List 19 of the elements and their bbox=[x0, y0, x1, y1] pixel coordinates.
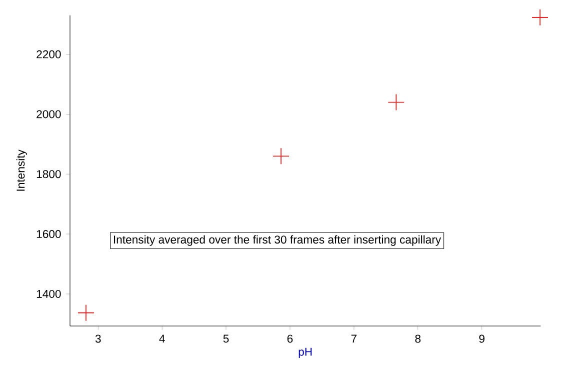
y-axis-title: Intensity bbox=[16, 150, 27, 191]
x-tick-label: 9 bbox=[479, 334, 484, 343]
x-tick-label: 5 bbox=[223, 334, 229, 343]
x-tick-label: 3 bbox=[95, 334, 101, 343]
point bbox=[532, 9, 548, 26]
x-tick-label: 4 bbox=[159, 334, 165, 343]
y-tick-label: 2200 bbox=[36, 50, 61, 58]
y-tick-label: 2000 bbox=[36, 110, 61, 118]
annotation: Intensity averaged over the first 30 frames after inserting capillary bbox=[114, 235, 442, 246]
point bbox=[78, 304, 94, 322]
point bbox=[272, 148, 290, 165]
y-tick-label: 1600 bbox=[36, 230, 61, 238]
y-tick-label: 1800 bbox=[36, 170, 61, 178]
x-tick-label: 7 bbox=[351, 334, 357, 343]
y-tick-label: 1400 bbox=[36, 290, 61, 298]
x-tick-label: 8 bbox=[415, 334, 421, 343]
x-tick-label: 6 bbox=[287, 334, 293, 343]
point bbox=[388, 94, 405, 111]
x-axis-title: pH bbox=[298, 348, 312, 358]
